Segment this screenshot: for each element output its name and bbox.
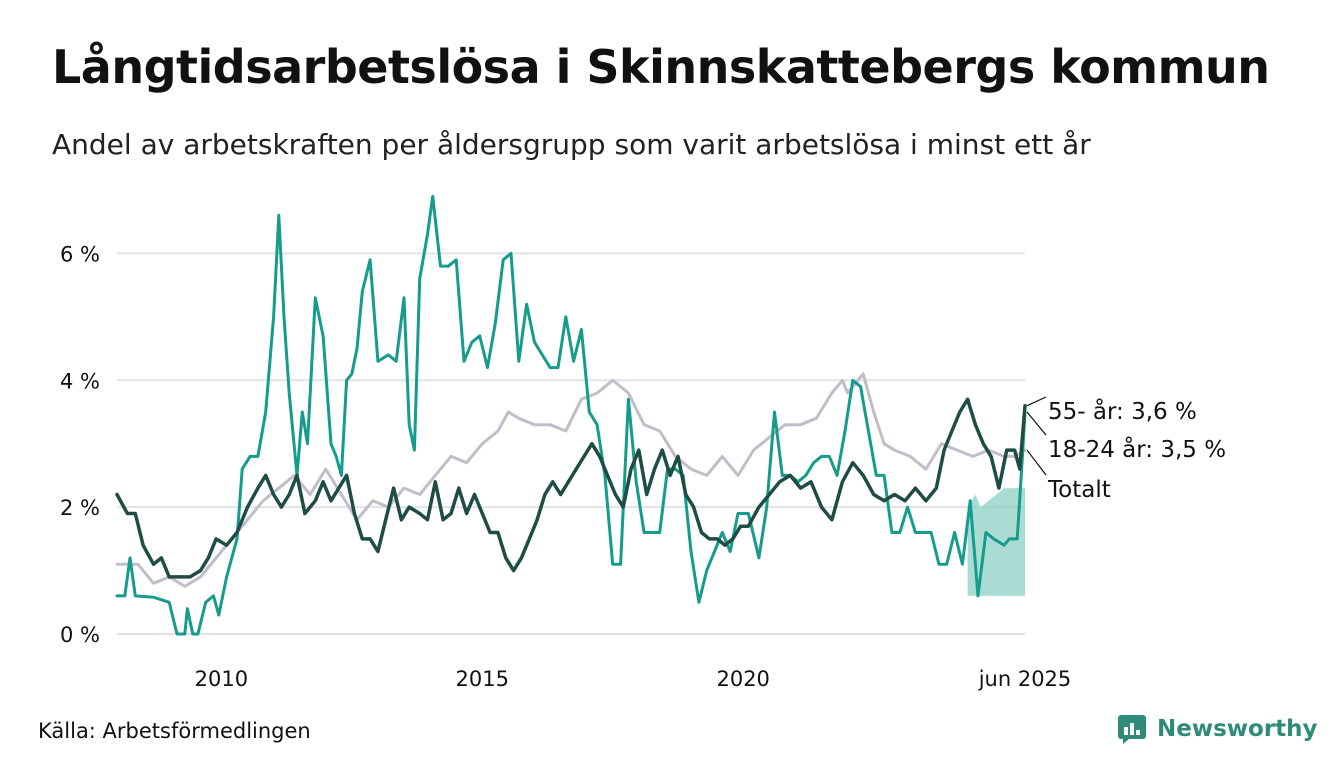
y-tick-label: 4 %: [60, 369, 100, 393]
grid-layer: [117, 252, 1025, 635]
series-label-totalt: Totalt: [1047, 477, 1111, 503]
y-tick-label: 6 %: [60, 242, 100, 266]
brand-name: Newsworthy: [1157, 716, 1318, 742]
series-line-55-r: [115, 397, 1027, 579]
x-tick-label: 2015: [456, 667, 509, 691]
line-chart: 0 % 2 % 4 % 6 % 2010 2015 2020 jun 2025 Totalt 18…: [60, 194, 1226, 691]
chart-title: Långtidsarbetslösa i Skinnskattebergs ko…: [52, 40, 1270, 94]
x-tick-label: jun 2025: [978, 667, 1072, 691]
series-label-55-r: 55- år: 3,6 %: [1048, 397, 1197, 425]
leader-line-55-r: [1026, 396, 1047, 407]
leader-line-18-24-r: [1026, 411, 1047, 436]
leader-line-totalt: [1026, 449, 1047, 476]
series-line-18-24-r: [115, 194, 1027, 636]
newsworthy-logo-icon: [1118, 715, 1146, 744]
y-tick-label: 2 %: [60, 496, 100, 520]
series-layer: [115, 194, 1027, 636]
chart-subtitle: Andel av arbetskraften per åldersgrupp s…: [52, 128, 1091, 161]
x-tick-label: 2010: [195, 667, 248, 691]
brand-logo[interactable]: Newsworthy: [1117, 714, 1318, 744]
y-tick-label: 0 %: [60, 623, 100, 647]
source-text: Källa: Arbetsförmedlingen: [38, 719, 311, 743]
label-layer: 0 % 2 % 4 % 6 % 2010 2015 2020 jun 2025 Totalt 18…: [60, 242, 1226, 691]
series-label-18-24-r: 18-24 år: 3,5 %: [1048, 435, 1226, 463]
x-tick-label: 2020: [716, 667, 769, 691]
